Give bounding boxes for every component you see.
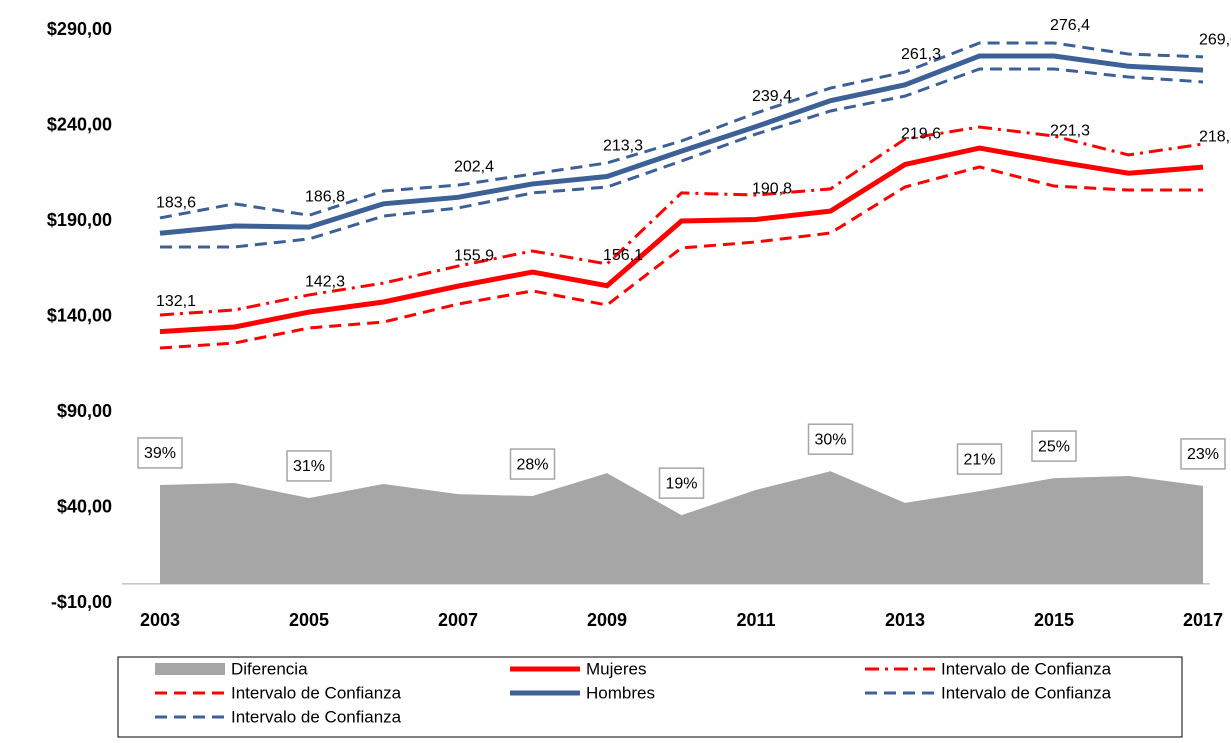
y-tick-label: $190,00: [47, 210, 112, 230]
label-box: [1180, 438, 1226, 470]
data-label: 202,4: [454, 159, 494, 176]
data-label: 155,9: [454, 247, 494, 264]
data-label: 156,1: [603, 247, 643, 264]
x-tick-label: 2003: [140, 610, 180, 630]
legend-label: Intervalo de Confianza: [941, 659, 1112, 678]
data-label: 183,6: [156, 194, 196, 211]
data-label: 213,3: [603, 138, 643, 155]
x-tick-label: 2009: [587, 610, 627, 630]
label-box: [509, 448, 556, 480]
line: [159, 145, 1204, 335]
y-tick-label: $240,00: [47, 114, 112, 134]
line: [160, 67, 1204, 249]
label-box: [807, 423, 854, 455]
line: [159, 41, 1204, 220]
legend-box: [117, 656, 1183, 738]
line: [159, 53, 1204, 236]
data-label: 142,3: [305, 273, 345, 290]
label-box: [1031, 430, 1077, 462]
x-tick-label: 2017: [1183, 610, 1223, 630]
y-tick-label: $140,00: [47, 305, 112, 325]
data-label: 276,4: [1050, 17, 1090, 34]
line: [159, 165, 1203, 350]
percent-label: 25%: [1038, 438, 1070, 455]
data-label: 218,2: [1199, 128, 1231, 145]
x-tick-label: 2013: [885, 610, 925, 630]
percent-label: 23%: [1187, 446, 1219, 463]
legend-label: Hombres: [586, 683, 655, 702]
label-box: [956, 443, 1003, 475]
line: [159, 125, 1204, 317]
data-label: 132,1: [156, 293, 196, 310]
y-tick-label: $40,00: [57, 496, 112, 516]
data-label: 219,6: [901, 126, 941, 143]
percent-label: 19%: [665, 475, 697, 492]
label-box: [658, 467, 705, 499]
legend-swatch: [155, 663, 225, 675]
percent-label: 31%: [293, 458, 325, 475]
area: [160, 471, 1203, 584]
x-tick-label: 2007: [438, 610, 478, 630]
legend-label: Diferencia: [231, 659, 308, 678]
y-tick-label: $290,00: [47, 19, 112, 39]
percent-label: 28%: [516, 456, 548, 473]
label-box: [137, 437, 183, 469]
y-tick-label: $90,00: [57, 401, 112, 421]
legend-label: Intervalo de Confianza: [231, 683, 402, 702]
x-tick-label: 2005: [289, 610, 329, 630]
data-label: 186,8: [305, 188, 345, 205]
legend-label: Intervalo de Confianza: [941, 683, 1112, 702]
legend-label: Intervalo de Confianza: [231, 707, 402, 726]
data-label: 269,0: [1199, 31, 1231, 48]
legend-label: Mujeres: [586, 659, 646, 678]
label-box: [286, 450, 332, 482]
data-label: 261,3: [901, 46, 941, 63]
x-tick-label: 2011: [736, 610, 775, 630]
y-tick-label: -$10,00: [51, 592, 112, 612]
data-label: 190,8: [752, 181, 792, 198]
data-label: 239,4: [752, 88, 792, 105]
percent-label: 30%: [814, 431, 846, 448]
x-tick-label: 2015: [1034, 610, 1074, 630]
percent-label: 21%: [963, 451, 995, 468]
percent-label: 39%: [144, 445, 176, 462]
data-label: 221,3: [1050, 122, 1090, 139]
